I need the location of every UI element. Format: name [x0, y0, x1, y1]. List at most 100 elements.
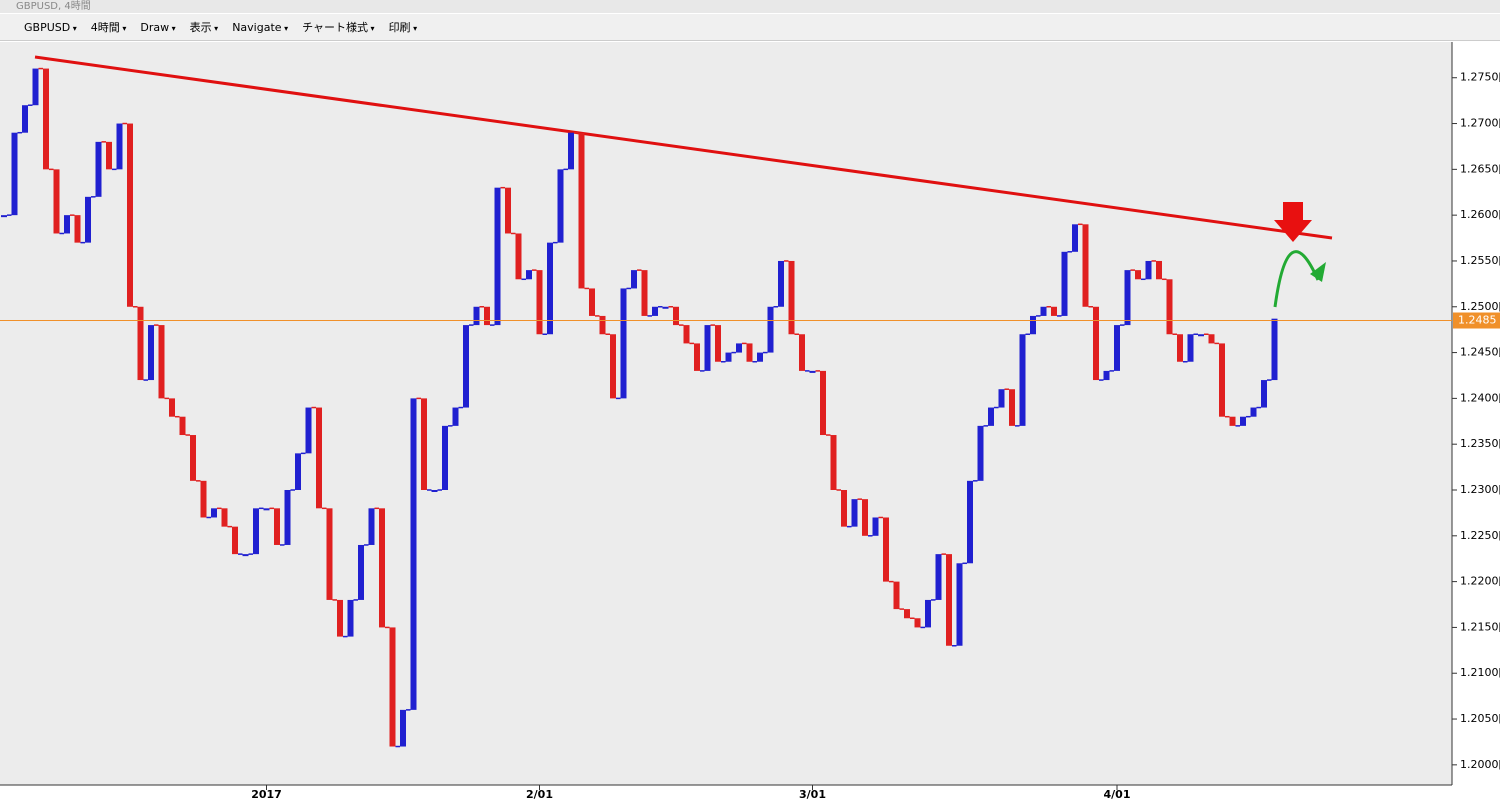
y-tick-label: 1.2300[	[1460, 483, 1500, 496]
candle	[1, 215, 7, 218]
candle	[830, 435, 837, 490]
green-arrow	[1273, 250, 1320, 308]
candle	[662, 306, 669, 309]
style-menu[interactable]: チャート様式	[302, 19, 374, 35]
candle	[473, 306, 480, 326]
candle	[211, 508, 217, 518]
candle	[862, 499, 868, 536]
candle	[736, 343, 742, 353]
candle	[1051, 306, 1057, 316]
candle	[946, 554, 952, 646]
candle	[652, 306, 658, 316]
candle	[526, 270, 532, 280]
candle	[893, 581, 900, 610]
candle	[1261, 380, 1267, 408]
y-tick-label: 1.2100[	[1460, 666, 1500, 679]
x-tick-label: 2/01	[526, 788, 553, 801]
candle	[410, 398, 417, 710]
candle	[988, 407, 994, 426]
chart: 1.2000[1.2050[1.2100[1.2150[1.2200[1.225…	[0, 42, 1500, 801]
x-tick-label: 3/01	[799, 788, 826, 801]
candle	[494, 187, 501, 326]
candle	[505, 187, 511, 234]
y-tick-label: 1.2200[	[1460, 575, 1500, 588]
candle	[820, 370, 826, 436]
candle	[148, 325, 154, 381]
candle	[757, 352, 763, 362]
candle	[694, 343, 700, 371]
candle	[1114, 325, 1120, 371]
navigate-menu[interactable]: Navigate	[232, 21, 288, 34]
y-tick-label: 1.2000[	[1460, 758, 1500, 771]
y-tick-label: 1.2400[	[1460, 391, 1500, 404]
y-tick-label: 1.2750[	[1460, 71, 1500, 84]
candle	[1103, 370, 1110, 381]
candle	[788, 260, 795, 335]
candle	[337, 599, 343, 637]
candle	[1156, 260, 1162, 280]
current-price-label: 1.2485	[1458, 314, 1497, 327]
candle	[1166, 279, 1173, 335]
y-tick-label: 1.2600[	[1460, 208, 1500, 221]
current-price-box	[1453, 312, 1500, 329]
candle	[1198, 334, 1204, 337]
candle	[1061, 251, 1068, 316]
draw-menu[interactable]: Draw	[140, 21, 175, 34]
candle	[578, 132, 585, 289]
candle	[358, 544, 364, 600]
x-tick-label: 2017	[251, 788, 282, 801]
candle	[1250, 407, 1257, 417]
view-menu[interactable]: 表示	[190, 19, 219, 35]
candle	[641, 270, 648, 316]
candle	[484, 306, 490, 326]
candle	[1229, 416, 1236, 426]
candle	[127, 123, 133, 307]
candle	[158, 325, 165, 399]
candle	[242, 554, 249, 557]
candle	[914, 618, 921, 628]
candle	[11, 132, 18, 216]
green-arrow-head	[1310, 262, 1326, 282]
candle	[547, 242, 553, 335]
candle	[326, 508, 333, 600]
candle	[809, 370, 816, 373]
candle	[368, 508, 375, 545]
y-tick-label: 1.2450[	[1460, 346, 1500, 359]
candle	[683, 325, 690, 344]
candle	[1040, 306, 1047, 316]
candle	[137, 306, 144, 381]
candle	[284, 489, 291, 545]
candle	[1271, 318, 1278, 381]
print-menu[interactable]: 印刷	[389, 19, 418, 35]
candle	[568, 132, 574, 170]
candle	[1093, 306, 1099, 381]
candle	[1082, 224, 1089, 307]
candle	[85, 196, 91, 243]
candle	[904, 609, 910, 619]
candle	[64, 215, 70, 234]
candle	[610, 334, 616, 399]
candle	[925, 599, 931, 628]
window-title: GBPUSD, 4時間	[0, 0, 1500, 13]
candle	[620, 288, 627, 399]
candle	[400, 709, 406, 747]
candle	[421, 398, 427, 490]
candle	[967, 480, 973, 564]
candle	[263, 508, 270, 511]
candle	[673, 306, 679, 326]
timeframe-select[interactable]: 4時間	[91, 19, 127, 35]
candle	[998, 389, 1005, 408]
candle	[715, 325, 721, 362]
candle	[799, 334, 805, 371]
candle	[431, 489, 438, 492]
symbol-select[interactable]: GBPUSD	[24, 21, 77, 34]
y-tick-label: 1.2500[	[1460, 300, 1500, 313]
candle	[200, 480, 207, 518]
candle	[232, 526, 238, 555]
toolbar: GBPUSD 4時間 Draw 表示 Navigate チャート様式 印刷	[0, 14, 1500, 41]
candle	[1135, 270, 1141, 280]
candle	[190, 435, 196, 481]
candle	[253, 508, 259, 555]
y-tick-label: 1.2650[	[1460, 162, 1500, 175]
candle	[1240, 416, 1246, 426]
